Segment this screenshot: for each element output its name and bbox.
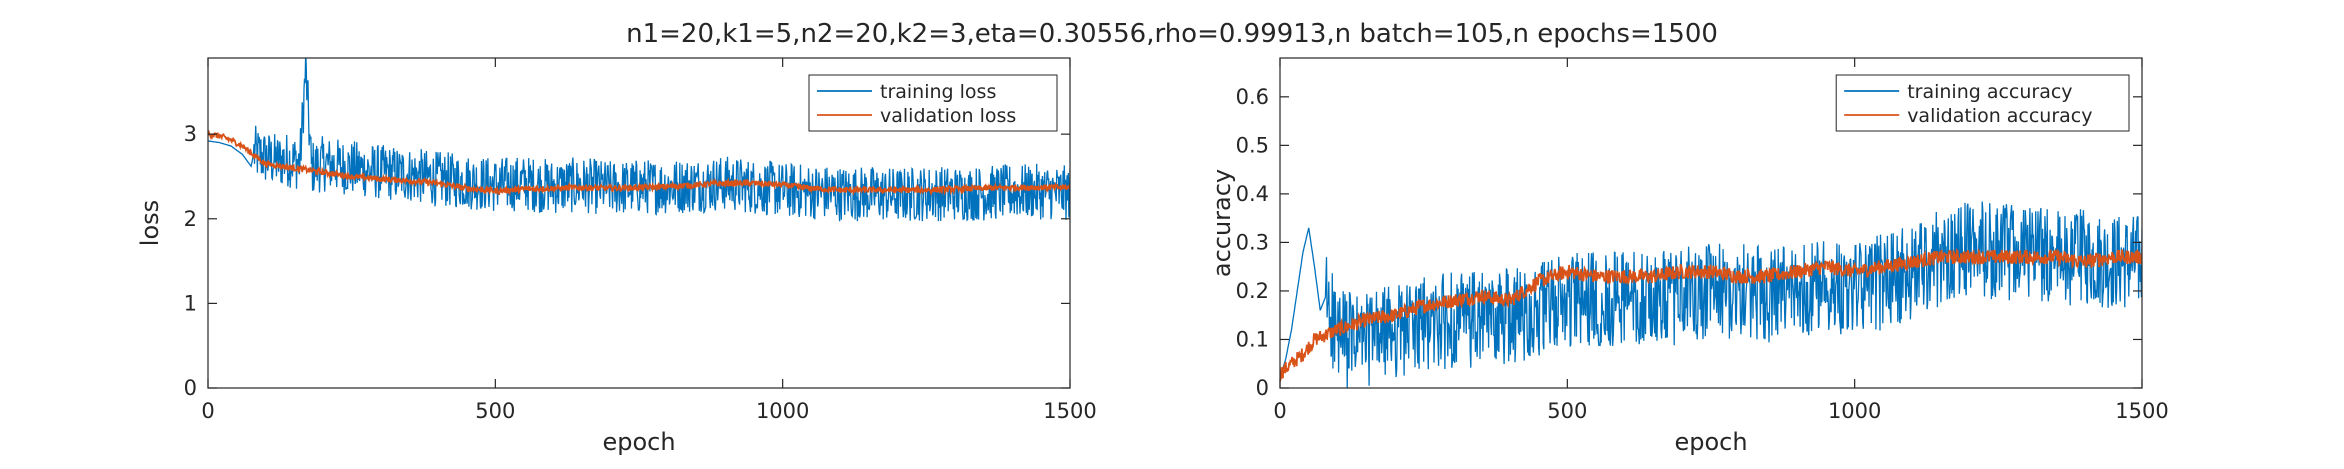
y-tick-label: 0.5	[1236, 133, 1269, 157]
legend-box	[808, 74, 1058, 132]
plot-area	[208, 58, 1070, 222]
y-tick-label: 0	[1256, 376, 1269, 400]
y-tick-label: 0.1	[1236, 327, 1269, 351]
legend-label: training loss	[880, 81, 996, 103]
x-axis-label: epoch	[1674, 428, 1747, 456]
axes-box	[1279, 57, 2143, 389]
legend-box	[1835, 74, 2130, 132]
y-axis-label: loss	[136, 200, 164, 246]
legend-label: validation accuracy	[1907, 105, 2092, 127]
x-tick-label: 0	[201, 399, 214, 423]
x-tick-label: 1500	[2115, 399, 2168, 423]
x-axis-label: epoch	[602, 428, 675, 456]
axes-box	[207, 57, 1071, 389]
y-tick-label: 2	[184, 207, 197, 231]
series-line-validation-loss	[208, 129, 1070, 197]
x-tick-label: 1500	[1043, 399, 1096, 423]
y-axis-label: accuracy	[1208, 169, 1236, 277]
figure-title: n1=20,k1=5,n2=20,k2=3,eta=0.30556,rho=0.…	[626, 19, 1718, 49]
y-tick-label: 0.2	[1236, 279, 1269, 303]
loss-axes: 0 500 1000 1500 0 1 2 3 epoch loss training lossva…	[136, 57, 1097, 456]
series-line-validation-accuracy	[1280, 247, 2142, 383]
y-tick-label: 0.6	[1236, 85, 1269, 109]
x-tick-label: 1000	[1828, 399, 1881, 423]
y-tick-label: 3	[184, 122, 197, 146]
x-tick-label: 1000	[756, 399, 809, 423]
legend-label: validation loss	[880, 105, 1016, 127]
x-tick-label: 500	[1547, 399, 1587, 423]
y-tick-label: 1	[184, 291, 197, 315]
accuracy-axes: 0 500 1000 1500 0 0.1 0.2 0.3 0.4 0.5 0.6 epoch accu…	[1208, 57, 2169, 456]
x-tick-label: 500	[475, 399, 515, 423]
legend-label: training accuracy	[1907, 81, 2072, 103]
plot-area	[1280, 201, 2142, 388]
y-tick-label: 0.4	[1236, 182, 1269, 206]
series-line-training-accuracy	[1280, 201, 2142, 388]
y-tick-label: 0	[184, 376, 197, 400]
x-tick-label: 0	[1273, 399, 1286, 423]
series-line-training-loss	[208, 58, 1070, 222]
y-tick-label: 0.3	[1236, 230, 1269, 254]
